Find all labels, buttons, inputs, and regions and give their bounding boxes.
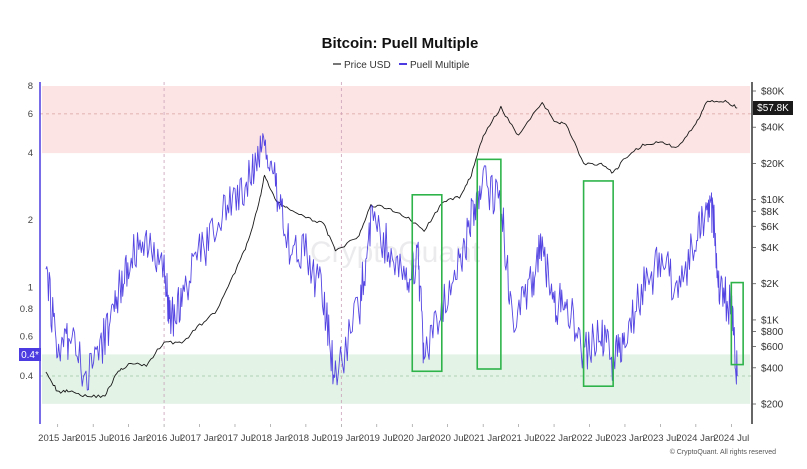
x-tick-label: 2016 Jan [109,433,148,444]
credit-text: © CryptoQuant. All rights reserved [670,448,776,456]
bands-layer [42,86,750,404]
left-tick-label: 8 [28,81,33,92]
right-tick-label: $6K [761,222,779,233]
x-tick-label: 2022 Jul [572,433,608,444]
axes-layer [39,82,753,424]
x-tick-label: 2015 Jan [38,433,77,444]
undervalued-band [42,354,750,404]
x-tick-label: 2022 Jan [535,433,574,444]
left-tick-label: 2 [28,215,33,226]
right-tick-label: $4K [761,243,779,254]
right-tick-label: $80K [761,87,785,98]
current-price-label: $57.8K [757,103,789,114]
highlight-box [582,180,614,387]
left-tick-label: 0.8 [20,304,33,315]
highlight-boxes-layer [411,158,744,387]
current-value-labels: 0.4* $57.8K [19,101,793,361]
overvalued-band [42,86,750,154]
x-tick-label: 2019 Jul [359,433,395,444]
left-tick-label: 1 [28,282,33,293]
right-tick-label: $200 [761,400,784,411]
x-tick-label: 2018 Jul [288,433,324,444]
current-puell-label: 0.4* [21,350,39,361]
x-tick-label: 2021 Jul [501,433,537,444]
series-price-line [45,99,738,399]
right-tick-label: $8K [761,207,779,218]
left-tick-label: 0.6 [20,332,33,343]
right-tick-label: $2K [761,279,779,290]
highlight-box [730,281,744,366]
right-tick-label: $400 [761,363,784,374]
x-tick-label: 2019 Jan [322,433,361,444]
legend: Price USD Puell Multiple [333,60,470,71]
right-tick-label: $800 [761,327,784,338]
x-tick-label: 2024 Jan [676,433,715,444]
x-tick-label: 2017 Jan [180,433,219,444]
legend-label-price: Price USD [344,60,391,71]
legend-label-puell: Puell Multiple [410,60,470,71]
x-tick-label: 2020 Jan [393,433,432,444]
right-tick-label: $20K [761,159,785,170]
chart-title: Bitcoin: Puell Multiple [322,35,479,52]
x-tick-label: 2015 Jul [75,433,111,444]
x-tick-label: 2018 Jan [251,433,290,444]
x-tick-label: 2016 Jul [146,433,182,444]
x-tick-label: 2024 Jul [713,433,749,444]
x-tick-label: 2023 Jul [642,433,678,444]
x-tick-label: 2020 Jul [430,433,466,444]
right-tick-label: $600 [761,342,784,353]
highlight-box [411,194,443,373]
left-tick-label: 6 [28,109,33,120]
right-tick-label: $10K [761,195,785,206]
x-tick-label: 2021 Jan [464,433,503,444]
highlight-box [476,158,502,370]
grid-layer [40,82,752,424]
right-tick-label: $40K [761,123,785,134]
right-tick-label: $1K [761,315,779,326]
x-tick-label: 2023 Jan [605,433,644,444]
x-tick-label: 2017 Jul [217,433,253,444]
left-tick-label: 4 [28,148,33,159]
left-tick-label: 0.4 [20,371,33,382]
current-price-badge [753,101,793,115]
current-puell-badge [19,348,41,361]
